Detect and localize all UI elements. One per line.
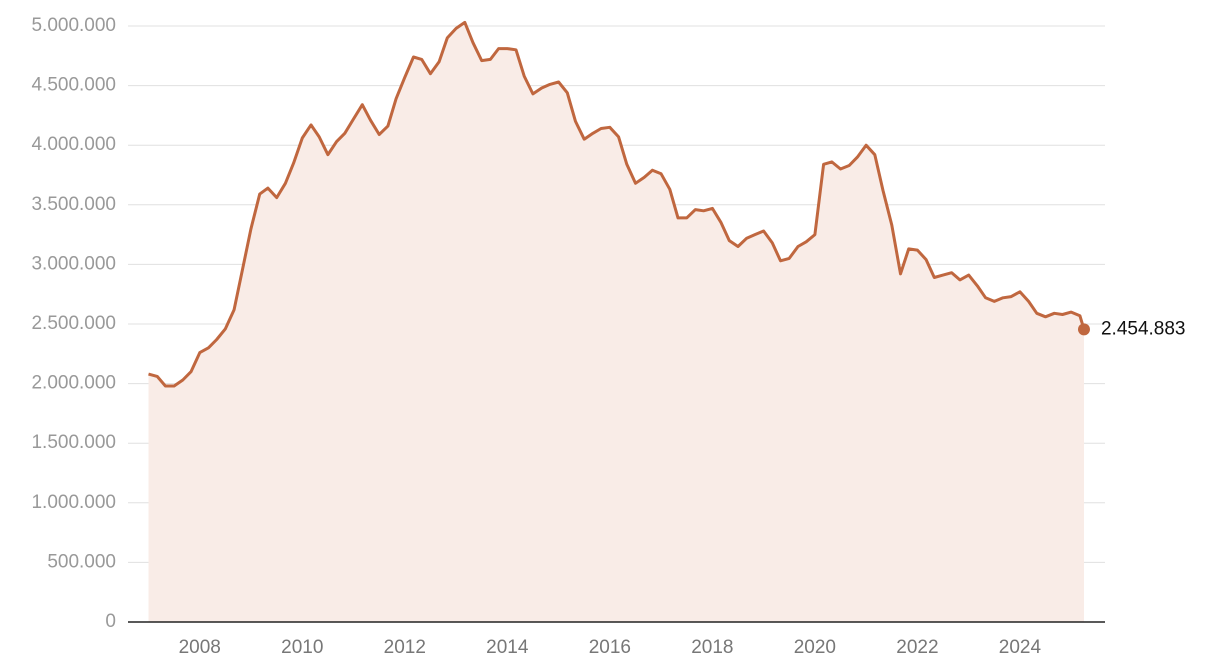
y-tick-label: 1.000.000 [31, 492, 116, 513]
y-tick-label: 4.000.000 [31, 134, 116, 155]
end-point [1077, 323, 1090, 336]
y-tick-label: 2.500.000 [31, 313, 116, 334]
y-tick-label: 4.500.000 [31, 75, 116, 96]
area [148, 22, 1084, 622]
line [148, 20, 1086, 388]
y-tick-label: 0 [105, 611, 116, 632]
y-tick-label: 2.000.000 [31, 373, 116, 394]
x-tick-label: 2010 [281, 637, 323, 658]
y-tick-label: 1.500.000 [31, 432, 116, 453]
y-tick-label: 3.000.000 [31, 253, 116, 274]
value-label: 2.454.883 [1101, 318, 1186, 339]
x-tick-label: 2024 [999, 637, 1042, 658]
y-tick-label: 3.500.000 [31, 194, 116, 215]
y-tick-label: 5.000.000 [31, 15, 116, 36]
x-tick-label: 2022 [896, 637, 938, 658]
x-tick-label: 2018 [691, 637, 733, 658]
y-tick-label: 500.000 [47, 551, 116, 572]
x-tick-label: 2014 [486, 637, 529, 658]
x-tick-label: 2012 [384, 637, 426, 658]
x-tick-label: 2020 [794, 637, 836, 658]
x-tick-label: 2016 [589, 637, 631, 658]
x-tick-label: 2008 [179, 637, 221, 658]
